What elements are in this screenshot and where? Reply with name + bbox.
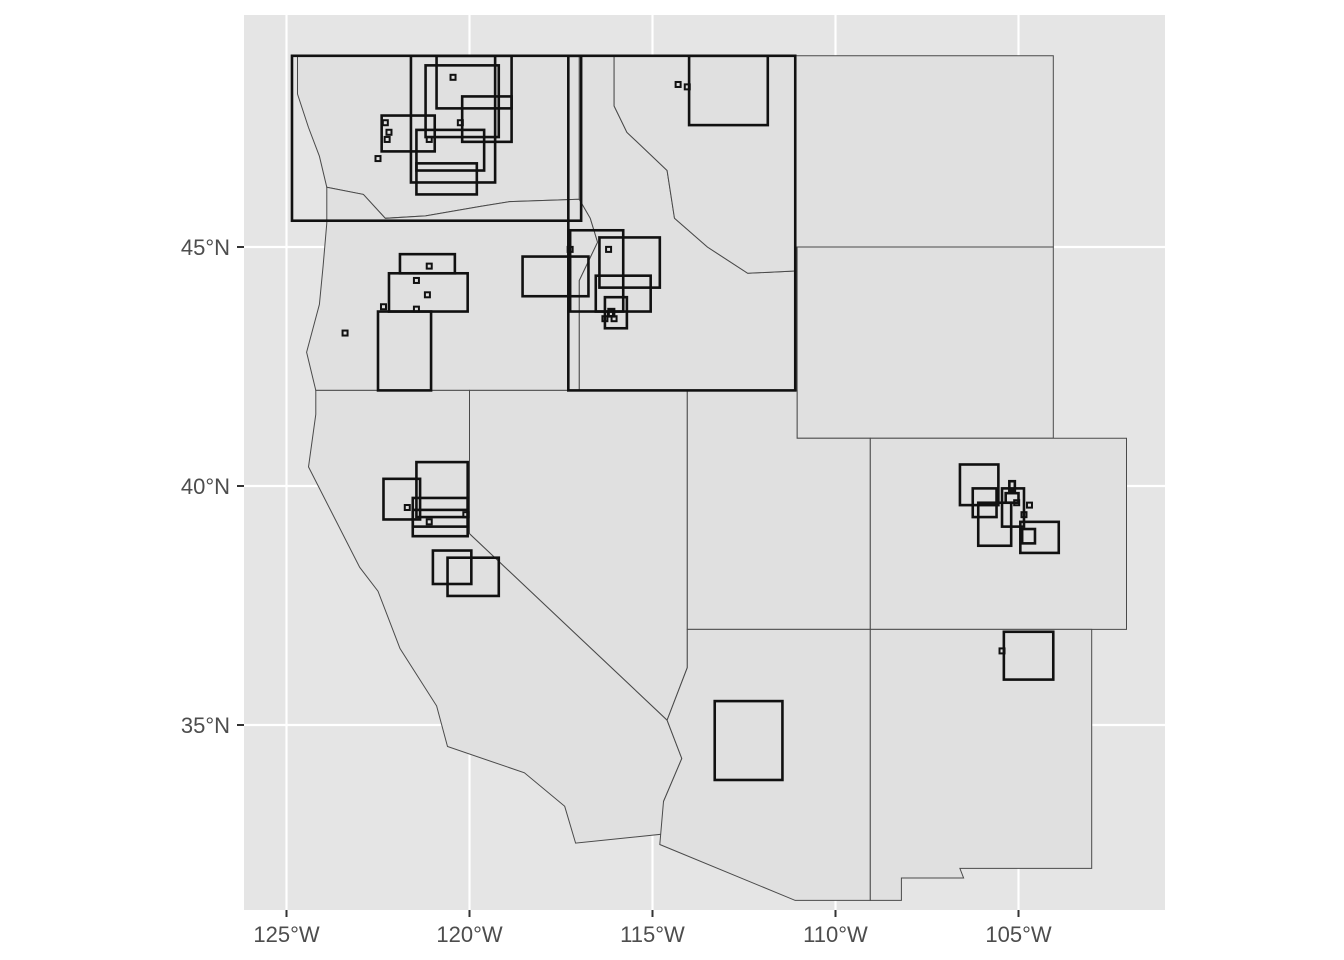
site-marker-2 xyxy=(412,276,420,284)
bounding-box-28 xyxy=(976,501,1013,548)
bounding-box-17 xyxy=(603,295,629,330)
x-tick-label: 125°W xyxy=(253,922,320,947)
site-marker-7 xyxy=(566,245,574,253)
x-tick-label: 105°W xyxy=(985,922,1052,947)
x-tick-label: 120°W xyxy=(436,922,503,947)
bounding-box-8 xyxy=(415,128,486,172)
y-tick-label: 40°N xyxy=(181,474,230,499)
y-tick-label: 35°N xyxy=(181,713,230,738)
bounding-box-24 xyxy=(446,556,501,598)
bounding-box-13 xyxy=(521,255,590,298)
site-marker-17 xyxy=(683,83,691,91)
bounding-box-30 xyxy=(1019,520,1061,555)
bounding-box-34 xyxy=(1008,479,1017,493)
bounding-box-33 xyxy=(1004,491,1020,505)
bounding-box-22 xyxy=(411,508,469,538)
bounding-box-6 xyxy=(460,95,513,144)
site-marker-14 xyxy=(383,135,391,143)
site-marker-11 xyxy=(381,119,389,127)
site-marker-6 xyxy=(605,245,613,253)
site-marker-15 xyxy=(449,73,457,81)
state-new-mexico xyxy=(869,628,1093,901)
bounding-box-7 xyxy=(380,114,437,153)
site-marker-12 xyxy=(385,128,393,136)
x-tick-label: 110°W xyxy=(803,922,868,947)
site-marker-25 xyxy=(1020,511,1028,519)
x-axis: 125°W 120°W 115°W 110°W 105°W xyxy=(253,910,1052,947)
site-marker-21 xyxy=(425,518,433,526)
site-marker-1 xyxy=(379,303,387,311)
axes: 125°W 120°W 115°W 110°W 105°W 45°N 40°N 35°N xyxy=(181,235,1052,947)
bounding-box-1 xyxy=(567,54,797,392)
bounding-box-2 xyxy=(687,54,770,127)
site-marker-26 xyxy=(1013,499,1021,507)
bounding-box-29 xyxy=(1000,487,1026,528)
x-tick-label: 115°W xyxy=(620,922,685,947)
bounding-box-32 xyxy=(1002,630,1055,681)
site-marker-0 xyxy=(341,329,349,337)
bounding-boxes-layer xyxy=(290,54,1061,782)
state-colorado xyxy=(869,437,1127,630)
site-marker-9 xyxy=(601,315,609,323)
state-wyoming xyxy=(796,246,1054,439)
bounding-box-4 xyxy=(435,54,513,110)
bounding-box-31 xyxy=(1020,527,1037,545)
site-marker-5 xyxy=(425,262,433,270)
y-axis: 45°N 40°N 35°N xyxy=(181,235,244,738)
site-marker-18 xyxy=(456,119,464,127)
site-marker-23 xyxy=(998,647,1006,655)
y-tick-label: 45°N xyxy=(181,235,230,260)
state-oregon xyxy=(306,186,599,391)
bounding-box-12 xyxy=(376,310,433,392)
bounding-box-25 xyxy=(713,699,784,782)
site-marker-3 xyxy=(412,305,420,313)
site-marker-4 xyxy=(423,291,431,299)
bounding-box-9 xyxy=(415,162,479,196)
site-marker-13 xyxy=(374,155,382,163)
site-marker-22 xyxy=(462,511,470,519)
site-markers-layer xyxy=(341,73,1033,655)
state-montana xyxy=(613,55,1054,274)
site-marker-16 xyxy=(674,80,682,88)
site-marker-19 xyxy=(425,135,433,143)
site-marker-24 xyxy=(1025,501,1033,509)
bounding-box-16 xyxy=(594,274,652,313)
site-marker-20 xyxy=(403,504,411,512)
bounding-box-23 xyxy=(431,549,473,586)
site-marker-10 xyxy=(610,315,618,323)
bounding-box-15 xyxy=(598,236,662,289)
bounding-box-19 xyxy=(415,460,469,519)
site-marker-8 xyxy=(606,310,614,318)
